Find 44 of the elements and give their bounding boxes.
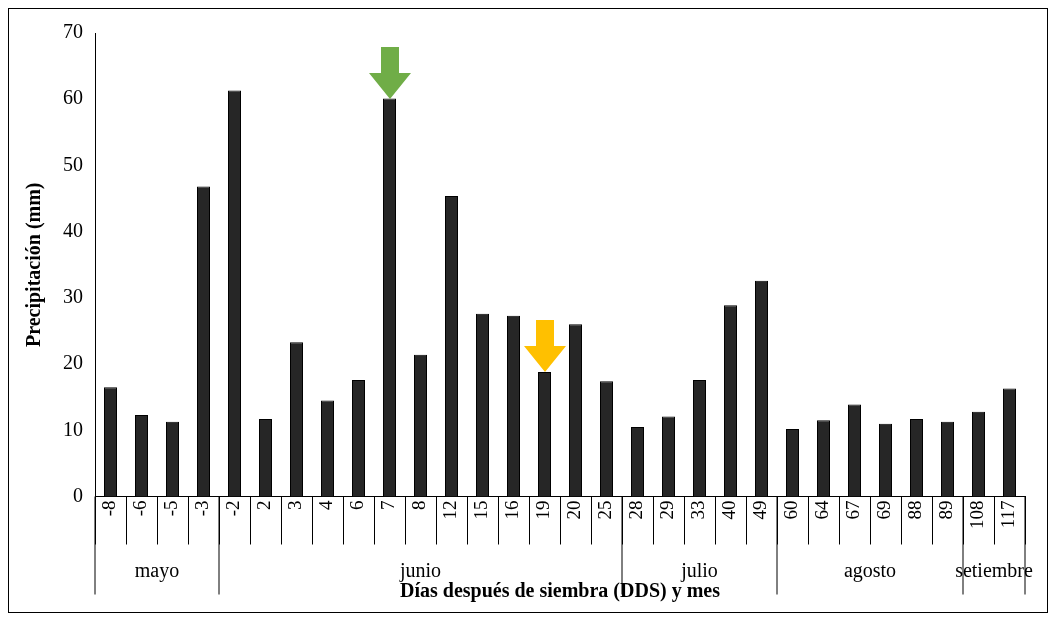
- x-tick-label: 108: [966, 500, 988, 529]
- x-tick-label: 20: [563, 500, 585, 520]
- text: agosto: [843, 558, 897, 582]
- y-tick-label: 70: [63, 20, 83, 43]
- x-tick-label: 28: [625, 500, 647, 520]
- x-tick-label: -2: [222, 500, 244, 517]
- x-tick-label: 6: [346, 500, 368, 510]
- y-tick-label: 0: [73, 483, 83, 506]
- y-tick-label: 20: [63, 351, 83, 374]
- x-tick-label: -8: [98, 500, 120, 517]
- y-tick-label: 30: [63, 285, 83, 308]
- x-tick-label: 2: [253, 500, 275, 510]
- x-tick-label: 40: [718, 500, 740, 520]
- y-tick-label: 60: [63, 86, 83, 109]
- text: junio: [398, 558, 442, 582]
- x-tick-label: 16: [501, 500, 523, 520]
- x-tick-label: 49: [749, 500, 771, 520]
- x-tick-label: 88: [904, 500, 926, 520]
- x-tick-label: 69: [873, 500, 895, 520]
- x-tick-label: 29: [656, 500, 678, 520]
- x-tick-label: -3: [191, 500, 213, 517]
- text: julio: [680, 558, 718, 582]
- x-tick-label: 8: [408, 500, 430, 510]
- x-tick-label: 15: [470, 500, 492, 520]
- x-tick-label: 7: [377, 500, 399, 510]
- y-tick-label: 10: [63, 417, 83, 440]
- y-axis-title: Precipitación (mm): [22, 182, 46, 348]
- x-tick-label: 64: [811, 500, 833, 520]
- y-tick-label: 50: [63, 152, 83, 175]
- x-tick-label: 25: [594, 500, 616, 520]
- text: setiembre: [955, 558, 1033, 581]
- text: mayo: [134, 558, 180, 582]
- y-tick-label: 40: [63, 218, 83, 241]
- x-tick-label: 3: [284, 500, 306, 510]
- x-tick-label: 89: [935, 500, 957, 520]
- x-tick-label: 33: [687, 500, 709, 520]
- x-tick-label: 117: [997, 500, 1019, 529]
- x-tick-label: 12: [439, 500, 461, 520]
- x-tick-label: 60: [780, 500, 802, 520]
- x-tick-label: 19: [532, 500, 554, 520]
- x-tick-label: 67: [842, 500, 864, 520]
- x-tick-label: -6: [129, 500, 151, 517]
- x-tick-label: -5: [160, 500, 182, 517]
- x-tick-label: 4: [315, 500, 337, 510]
